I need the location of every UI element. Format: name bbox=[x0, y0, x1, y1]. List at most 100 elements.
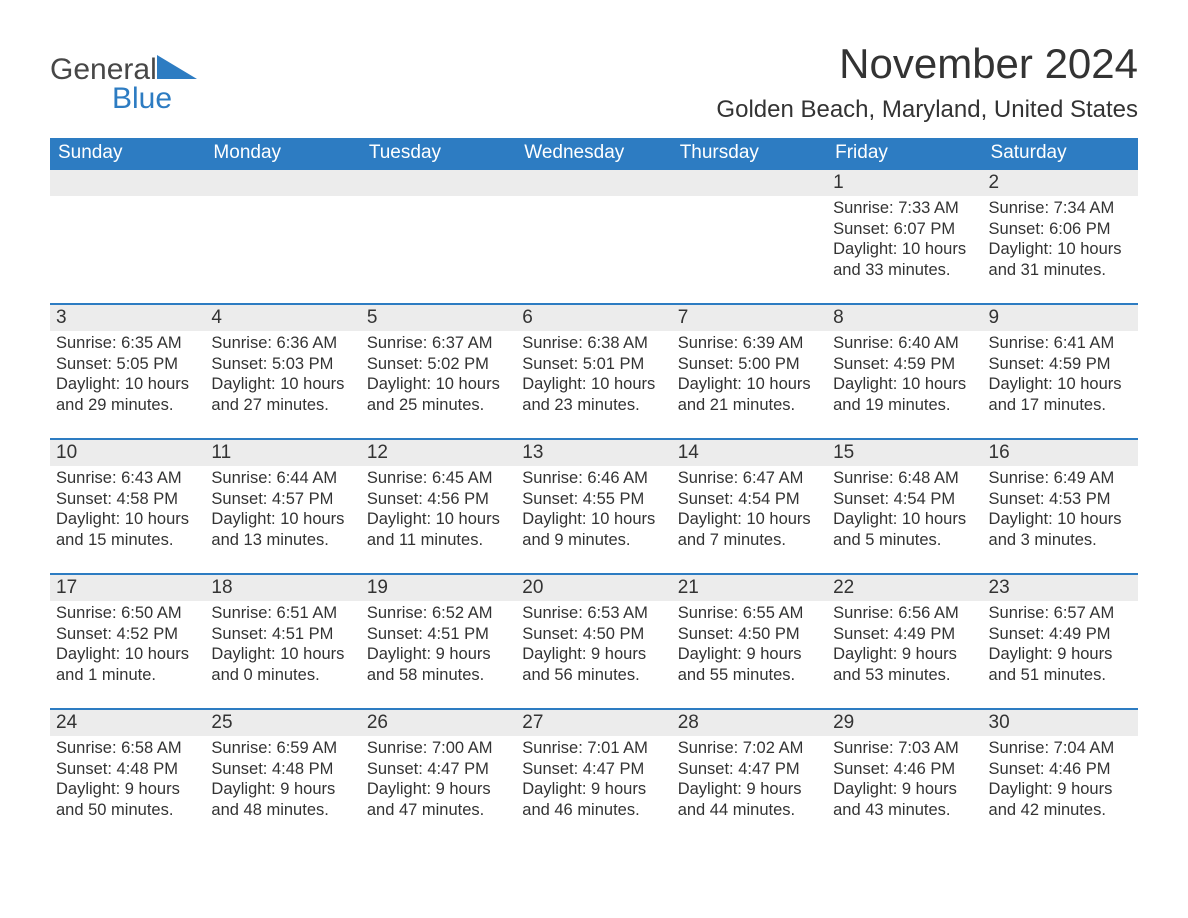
daylight-text-2: and 33 minutes. bbox=[833, 260, 976, 281]
day-body: Sunrise: 6:57 AMSunset: 4:49 PMDaylight:… bbox=[983, 601, 1138, 690]
brand-name-2: Blue bbox=[112, 82, 172, 115]
calendar-cell: 24Sunrise: 6:58 AMSunset: 4:48 PMDayligh… bbox=[50, 709, 205, 844]
calendar-cell: 16Sunrise: 6:49 AMSunset: 4:53 PMDayligh… bbox=[983, 439, 1138, 574]
daylight-text-1: Daylight: 10 hours bbox=[211, 509, 354, 530]
day-number: 5 bbox=[361, 305, 516, 331]
daylight-text-1: Daylight: 10 hours bbox=[56, 644, 199, 665]
calendar-cell: 11Sunrise: 6:44 AMSunset: 4:57 PMDayligh… bbox=[205, 439, 360, 574]
daylight-text-1: Daylight: 9 hours bbox=[989, 644, 1132, 665]
calendar-cell: 17Sunrise: 6:50 AMSunset: 4:52 PMDayligh… bbox=[50, 574, 205, 709]
day-body: Sunrise: 6:47 AMSunset: 4:54 PMDaylight:… bbox=[672, 466, 827, 555]
sunrise-text: Sunrise: 6:49 AM bbox=[989, 468, 1132, 489]
weekday-header: Wednesday bbox=[516, 138, 671, 169]
calendar-cell: 26Sunrise: 7:00 AMSunset: 4:47 PMDayligh… bbox=[361, 709, 516, 844]
day-body: Sunrise: 6:58 AMSunset: 4:48 PMDaylight:… bbox=[50, 736, 205, 825]
daylight-text-2: and 0 minutes. bbox=[211, 665, 354, 686]
day-number: 30 bbox=[983, 710, 1138, 736]
daylight-text-2: and 25 minutes. bbox=[367, 395, 510, 416]
daylight-text-1: Daylight: 10 hours bbox=[211, 374, 354, 395]
weekday-header: Saturday bbox=[983, 138, 1138, 169]
daylight-text-2: and 53 minutes. bbox=[833, 665, 976, 686]
day-number-empty bbox=[361, 170, 516, 196]
day-body: Sunrise: 7:03 AMSunset: 4:46 PMDaylight:… bbox=[827, 736, 982, 825]
calendar-cell: 3Sunrise: 6:35 AMSunset: 5:05 PMDaylight… bbox=[50, 304, 205, 439]
day-number: 4 bbox=[205, 305, 360, 331]
logo-triangle-icon bbox=[157, 55, 197, 79]
day-number: 1 bbox=[827, 170, 982, 196]
day-number: 20 bbox=[516, 575, 671, 601]
daylight-text-1: Daylight: 10 hours bbox=[989, 239, 1132, 260]
day-body: Sunrise: 6:52 AMSunset: 4:51 PMDaylight:… bbox=[361, 601, 516, 690]
calendar-cell: 28Sunrise: 7:02 AMSunset: 4:47 PMDayligh… bbox=[672, 709, 827, 844]
day-number: 7 bbox=[672, 305, 827, 331]
day-number: 27 bbox=[516, 710, 671, 736]
daylight-text-1: Daylight: 10 hours bbox=[989, 509, 1132, 530]
sunset-text: Sunset: 5:01 PM bbox=[522, 354, 665, 375]
day-number: 8 bbox=[827, 305, 982, 331]
daylight-text-1: Daylight: 9 hours bbox=[989, 779, 1132, 800]
day-body: Sunrise: 6:44 AMSunset: 4:57 PMDaylight:… bbox=[205, 466, 360, 555]
daylight-text-1: Daylight: 9 hours bbox=[678, 779, 821, 800]
day-number: 13 bbox=[516, 440, 671, 466]
day-body: Sunrise: 6:40 AMSunset: 4:59 PMDaylight:… bbox=[827, 331, 982, 420]
day-number: 26 bbox=[361, 710, 516, 736]
sunset-text: Sunset: 4:55 PM bbox=[522, 489, 665, 510]
daylight-text-2: and 23 minutes. bbox=[522, 395, 665, 416]
sunrise-text: Sunrise: 6:37 AM bbox=[367, 333, 510, 354]
calendar-cell bbox=[205, 169, 360, 304]
daylight-text-2: and 46 minutes. bbox=[522, 800, 665, 821]
day-body: Sunrise: 6:38 AMSunset: 5:01 PMDaylight:… bbox=[516, 331, 671, 420]
calendar-cell: 14Sunrise: 6:47 AMSunset: 4:54 PMDayligh… bbox=[672, 439, 827, 574]
weekday-header: Sunday bbox=[50, 138, 205, 169]
calendar-table: Sunday Monday Tuesday Wednesday Thursday… bbox=[50, 138, 1138, 844]
daylight-text-2: and 42 minutes. bbox=[989, 800, 1132, 821]
sunrise-text: Sunrise: 7:34 AM bbox=[989, 198, 1132, 219]
month-title: November 2024 bbox=[716, 40, 1138, 88]
daylight-text-2: and 51 minutes. bbox=[989, 665, 1132, 686]
calendar-cell: 21Sunrise: 6:55 AMSunset: 4:50 PMDayligh… bbox=[672, 574, 827, 709]
daylight-text-1: Daylight: 10 hours bbox=[367, 509, 510, 530]
calendar-cell: 7Sunrise: 6:39 AMSunset: 5:00 PMDaylight… bbox=[672, 304, 827, 439]
calendar-cell: 10Sunrise: 6:43 AMSunset: 4:58 PMDayligh… bbox=[50, 439, 205, 574]
calendar-cell: 25Sunrise: 6:59 AMSunset: 4:48 PMDayligh… bbox=[205, 709, 360, 844]
calendar-cell bbox=[516, 169, 671, 304]
calendar-cell: 9Sunrise: 6:41 AMSunset: 4:59 PMDaylight… bbox=[983, 304, 1138, 439]
day-number: 6 bbox=[516, 305, 671, 331]
sunrise-text: Sunrise: 6:46 AM bbox=[522, 468, 665, 489]
calendar-row: 3Sunrise: 6:35 AMSunset: 5:05 PMDaylight… bbox=[50, 304, 1138, 439]
daylight-text-2: and 56 minutes. bbox=[522, 665, 665, 686]
sunrise-text: Sunrise: 6:50 AM bbox=[56, 603, 199, 624]
sunset-text: Sunset: 5:05 PM bbox=[56, 354, 199, 375]
daylight-text-2: and 43 minutes. bbox=[833, 800, 976, 821]
day-body: Sunrise: 7:33 AMSunset: 6:07 PMDaylight:… bbox=[827, 196, 982, 285]
brand-text: General Blue bbox=[50, 55, 197, 113]
daylight-text-1: Daylight: 10 hours bbox=[833, 509, 976, 530]
sunrise-text: Sunrise: 6:36 AM bbox=[211, 333, 354, 354]
sunrise-text: Sunrise: 6:38 AM bbox=[522, 333, 665, 354]
sunset-text: Sunset: 4:51 PM bbox=[211, 624, 354, 645]
calendar-cell: 2Sunrise: 7:34 AMSunset: 6:06 PMDaylight… bbox=[983, 169, 1138, 304]
daylight-text-1: Daylight: 10 hours bbox=[211, 644, 354, 665]
daylight-text-1: Daylight: 10 hours bbox=[522, 374, 665, 395]
sunset-text: Sunset: 4:47 PM bbox=[367, 759, 510, 780]
brand-logo: General Blue bbox=[50, 55, 197, 113]
daylight-text-2: and 48 minutes. bbox=[211, 800, 354, 821]
day-number: 14 bbox=[672, 440, 827, 466]
weekday-header: Thursday bbox=[672, 138, 827, 169]
sunrise-text: Sunrise: 6:41 AM bbox=[989, 333, 1132, 354]
weekday-header: Monday bbox=[205, 138, 360, 169]
sunset-text: Sunset: 4:59 PM bbox=[989, 354, 1132, 375]
daylight-text-2: and 29 minutes. bbox=[56, 395, 199, 416]
daylight-text-2: and 44 minutes. bbox=[678, 800, 821, 821]
day-number: 15 bbox=[827, 440, 982, 466]
sunset-text: Sunset: 4:46 PM bbox=[833, 759, 976, 780]
sunrise-text: Sunrise: 6:39 AM bbox=[678, 333, 821, 354]
sunset-text: Sunset: 5:03 PM bbox=[211, 354, 354, 375]
daylight-text-1: Daylight: 10 hours bbox=[56, 374, 199, 395]
calendar-cell: 15Sunrise: 6:48 AMSunset: 4:54 PMDayligh… bbox=[827, 439, 982, 574]
sunrise-text: Sunrise: 6:45 AM bbox=[367, 468, 510, 489]
sunset-text: Sunset: 4:50 PM bbox=[522, 624, 665, 645]
sunrise-text: Sunrise: 6:59 AM bbox=[211, 738, 354, 759]
day-number: 29 bbox=[827, 710, 982, 736]
day-number-empty bbox=[205, 170, 360, 196]
